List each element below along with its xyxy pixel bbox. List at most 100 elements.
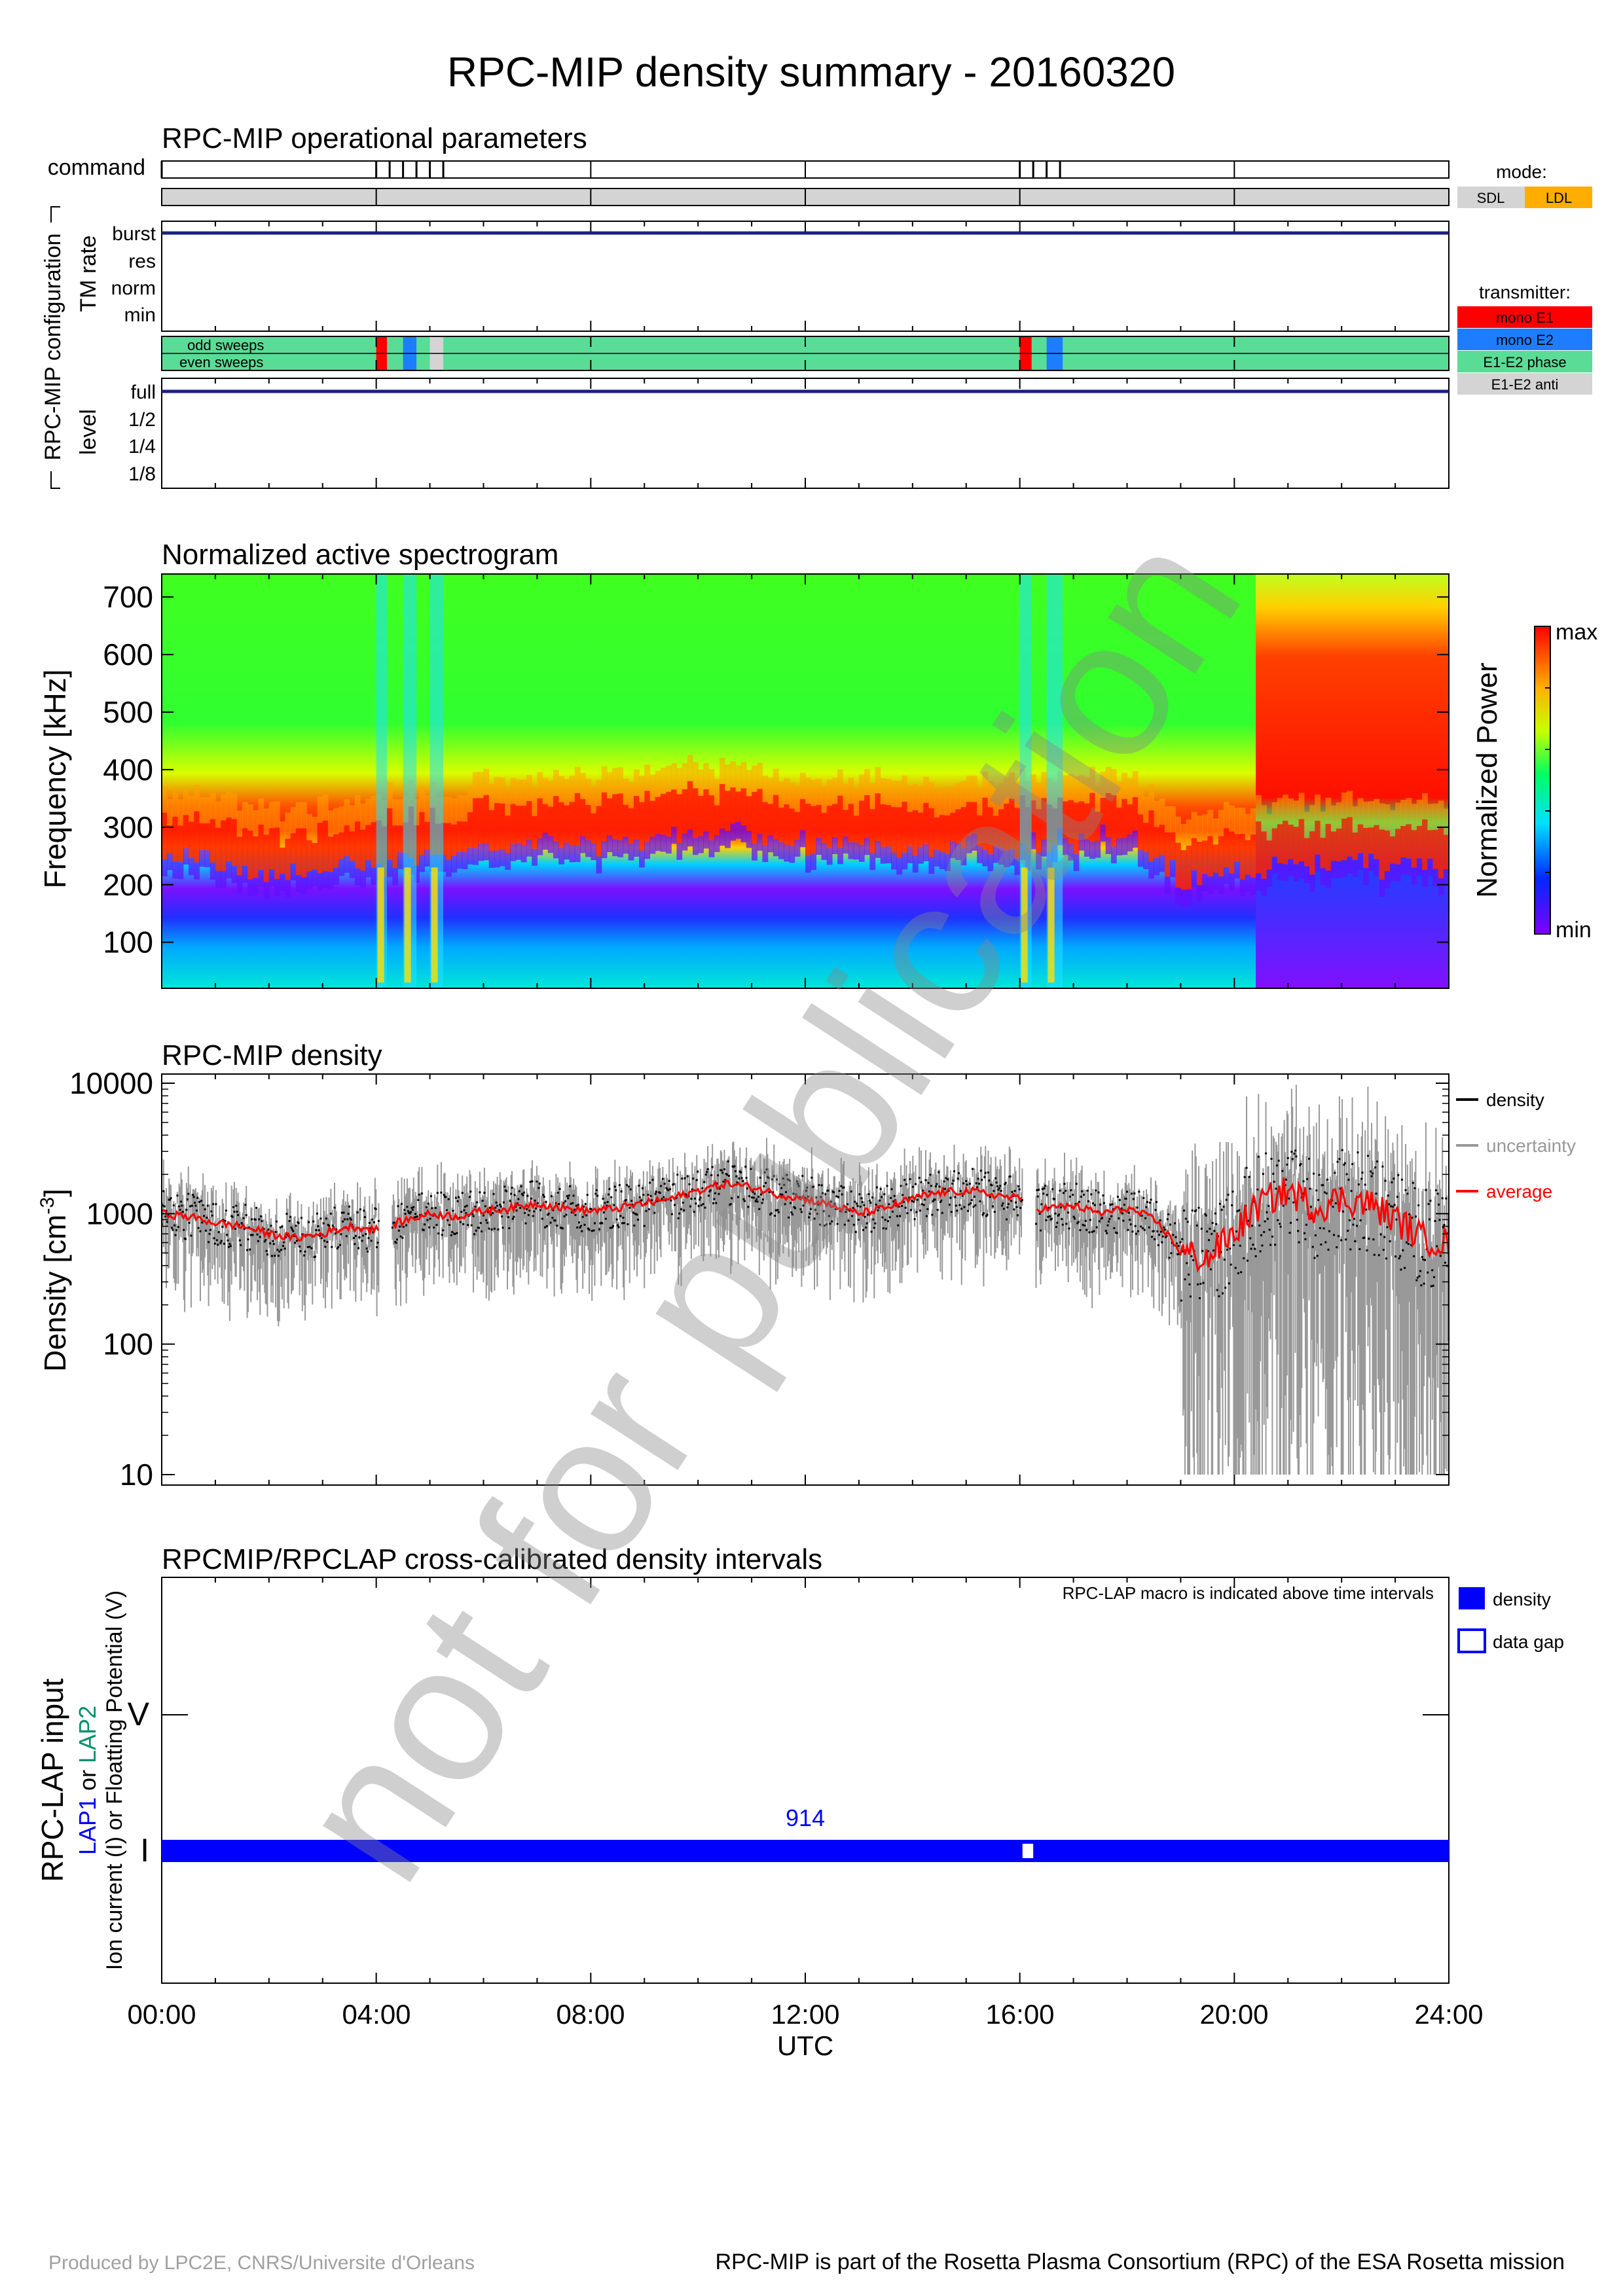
density-point	[1235, 1230, 1238, 1232]
spectrogram-peak-cell	[1041, 772, 1048, 798]
density-point	[817, 1204, 820, 1206]
density-point	[870, 1230, 873, 1233]
spectrogram-column	[1347, 574, 1353, 988]
density-point	[1356, 1225, 1359, 1227]
density-point	[1152, 1230, 1155, 1232]
spectrogram-trough-cell	[676, 842, 683, 860]
density-point	[1017, 1185, 1020, 1188]
density-point	[772, 1191, 775, 1194]
density-point	[391, 1227, 393, 1229]
density-point	[1429, 1218, 1431, 1221]
spectrogram-peak-cell	[880, 804, 886, 847]
spectrogram-column	[312, 574, 318, 988]
spectrogram-peak-cell	[1432, 829, 1439, 869]
density-point	[837, 1196, 840, 1198]
density-plot-area	[162, 1085, 1449, 1475]
panel2-title: Normalized active spectrogram	[162, 539, 558, 571]
density-point	[570, 1211, 573, 1213]
density-point	[771, 1178, 773, 1181]
spectrogram-trough-cell	[306, 871, 312, 889]
density-point	[612, 1225, 615, 1227]
density-point	[1382, 1249, 1385, 1251]
density-point	[1351, 1163, 1354, 1166]
spectrogram-peak-cell	[725, 764, 731, 791]
spectrogram-peak-cell	[1218, 836, 1224, 877]
tm-rate-plot	[161, 221, 1450, 332]
spectrogram-trough-cell	[939, 852, 945, 869]
density-point	[426, 1219, 429, 1221]
density-point	[786, 1178, 789, 1181]
density-point	[1231, 1191, 1234, 1193]
density-point	[322, 1222, 325, 1225]
density-point	[1018, 1188, 1021, 1191]
density-point	[938, 1185, 941, 1188]
density-point	[660, 1185, 663, 1187]
density-point	[1313, 1172, 1315, 1175]
density-point	[195, 1210, 198, 1212]
spectrogram-peak-cell	[467, 786, 473, 813]
x-tick-label: 24:00	[1414, 1999, 1483, 2030]
density-point	[547, 1213, 549, 1216]
spectrogram-trough-cell	[354, 868, 361, 886]
density-point	[220, 1240, 223, 1242]
density-point	[643, 1225, 646, 1227]
spectrogram-peak-cell	[1443, 834, 1450, 870]
spectrogram-column	[1256, 574, 1262, 988]
density-point	[900, 1185, 902, 1187]
spectrogram-peak-cell	[564, 805, 570, 843]
spectrogram-peak-cell	[1041, 798, 1048, 840]
density-point	[467, 1224, 469, 1227]
spectrogram-column	[1234, 574, 1241, 988]
spectrogram-peak-cell	[526, 774, 532, 801]
density-point	[350, 1218, 352, 1221]
density-point	[1082, 1224, 1084, 1227]
density-point	[611, 1226, 613, 1229]
density-point	[308, 1221, 310, 1223]
spectrogram-column	[1036, 574, 1042, 988]
spectrogram-trough-cell	[446, 859, 452, 877]
density-point	[367, 1237, 370, 1240]
spectrogram-trough-cell	[574, 845, 581, 863]
density-point	[688, 1183, 691, 1185]
spectrogram-peak-cell	[574, 793, 581, 846]
density-point	[1209, 1268, 1212, 1270]
density-point	[630, 1200, 633, 1202]
spectrogram-peak-cell	[1261, 831, 1267, 879]
density-point	[793, 1206, 795, 1208]
spectrogram-trough-cell	[194, 862, 200, 880]
density-point	[485, 1219, 488, 1221]
density-point	[712, 1202, 715, 1205]
level-tick-label: full	[131, 382, 156, 403]
density-point	[1395, 1255, 1397, 1258]
density-point	[376, 1242, 379, 1244]
spectrogram-peak-cell	[1239, 834, 1246, 880]
density-point	[1347, 1229, 1349, 1232]
density-point	[851, 1215, 854, 1217]
density-point	[1150, 1198, 1152, 1201]
density-point	[490, 1229, 493, 1231]
density-point	[251, 1218, 253, 1221]
density-point	[1282, 1204, 1285, 1207]
spectrogram-column	[226, 574, 232, 988]
density-point	[1063, 1183, 1066, 1185]
spectrogram-peak-cell	[1336, 802, 1342, 829]
density-point	[1075, 1183, 1078, 1185]
density-point	[397, 1229, 400, 1232]
spectrogram-peak-cell	[660, 767, 666, 794]
y-tick-label: 600	[103, 637, 153, 672]
density-point	[930, 1185, 932, 1187]
density-point	[954, 1196, 957, 1198]
density-point	[890, 1196, 892, 1199]
density-point	[1159, 1230, 1162, 1233]
legend-uncertainty: uncertainty	[1486, 1136, 1576, 1156]
density-point	[483, 1191, 486, 1194]
density-point	[993, 1211, 996, 1213]
spectrogram-peak-cell	[579, 798, 586, 836]
spectrogram-trough-cell	[585, 840, 591, 857]
spectrogram-peak-cell	[317, 823, 323, 873]
density-point	[162, 1204, 164, 1207]
spectrogram-trough-cell	[1432, 869, 1439, 886]
density-point	[943, 1180, 945, 1183]
density-point	[1179, 1241, 1182, 1244]
spectrogram-peak-cell	[397, 799, 404, 826]
